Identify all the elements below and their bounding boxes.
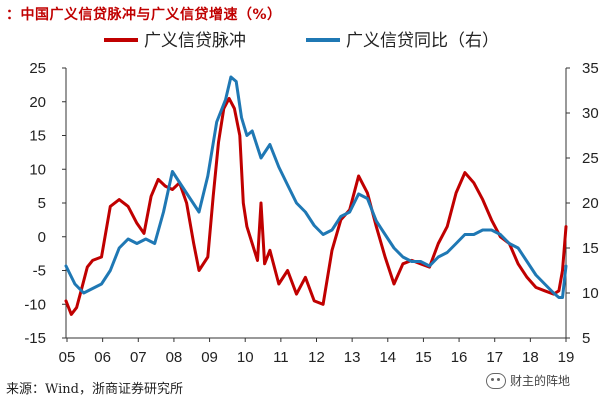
x-tick-label: 18 xyxy=(522,349,539,366)
x-tick-label: 06 xyxy=(94,349,111,366)
x-tick-label: 15 xyxy=(415,349,432,366)
x-tick-label: 17 xyxy=(486,349,503,366)
left-tick-label: -15 xyxy=(24,330,46,347)
right-tick-label: 15 xyxy=(582,240,599,257)
x-tick-label: 12 xyxy=(308,349,325,366)
left-tick-label: 25 xyxy=(29,60,46,77)
x-tick-label: 09 xyxy=(201,349,218,366)
left-tick-label: 15 xyxy=(29,128,46,145)
left-tick-label: -5 xyxy=(33,263,46,280)
left-tick-label: 10 xyxy=(29,161,46,178)
x-tick-label: 16 xyxy=(451,349,468,366)
legend-credit-yoy-label: 广义信贷同比（右） xyxy=(346,31,499,50)
left-tick-label: 5 xyxy=(38,195,46,212)
chart-title: ：中国广义信贷脉冲与广义信贷增速（%） xyxy=(6,7,282,23)
source-note: 来源：Wind，浙商证券研究所 xyxy=(6,382,183,397)
right-tick-label: 20 xyxy=(582,195,599,212)
legend-credit-impulse-label: 广义信贷脉冲 xyxy=(144,31,246,50)
left-tick-label: 20 xyxy=(29,94,46,111)
x-tick-label: 11 xyxy=(273,349,289,366)
right-tick-label: 10 xyxy=(582,285,599,302)
watermark-text: 财主的阵地 xyxy=(510,374,571,388)
x-tick-label: 05 xyxy=(59,349,76,366)
x-tick-label: 14 xyxy=(379,349,396,366)
watermark: 财主的阵地 xyxy=(486,372,570,389)
x-tick-label: 13 xyxy=(344,349,361,366)
wechat-icon xyxy=(486,372,506,389)
right-tick-label: 25 xyxy=(582,150,599,167)
right-tick-label: 30 xyxy=(582,105,599,122)
right-tick-label: 5 xyxy=(582,330,590,347)
x-tick-label: 07 xyxy=(130,349,147,366)
series-line-credit-yoy xyxy=(64,75,568,299)
right-tick-label: 35 xyxy=(582,60,599,77)
x-tick-label: 10 xyxy=(237,349,254,366)
x-tick-label: 08 xyxy=(166,349,183,366)
left-tick-label: 0 xyxy=(38,229,46,246)
left-tick-label: -10 xyxy=(24,296,46,313)
series-line-credit-impulse xyxy=(64,96,568,316)
x-tick-label: 19 xyxy=(558,349,575,366)
